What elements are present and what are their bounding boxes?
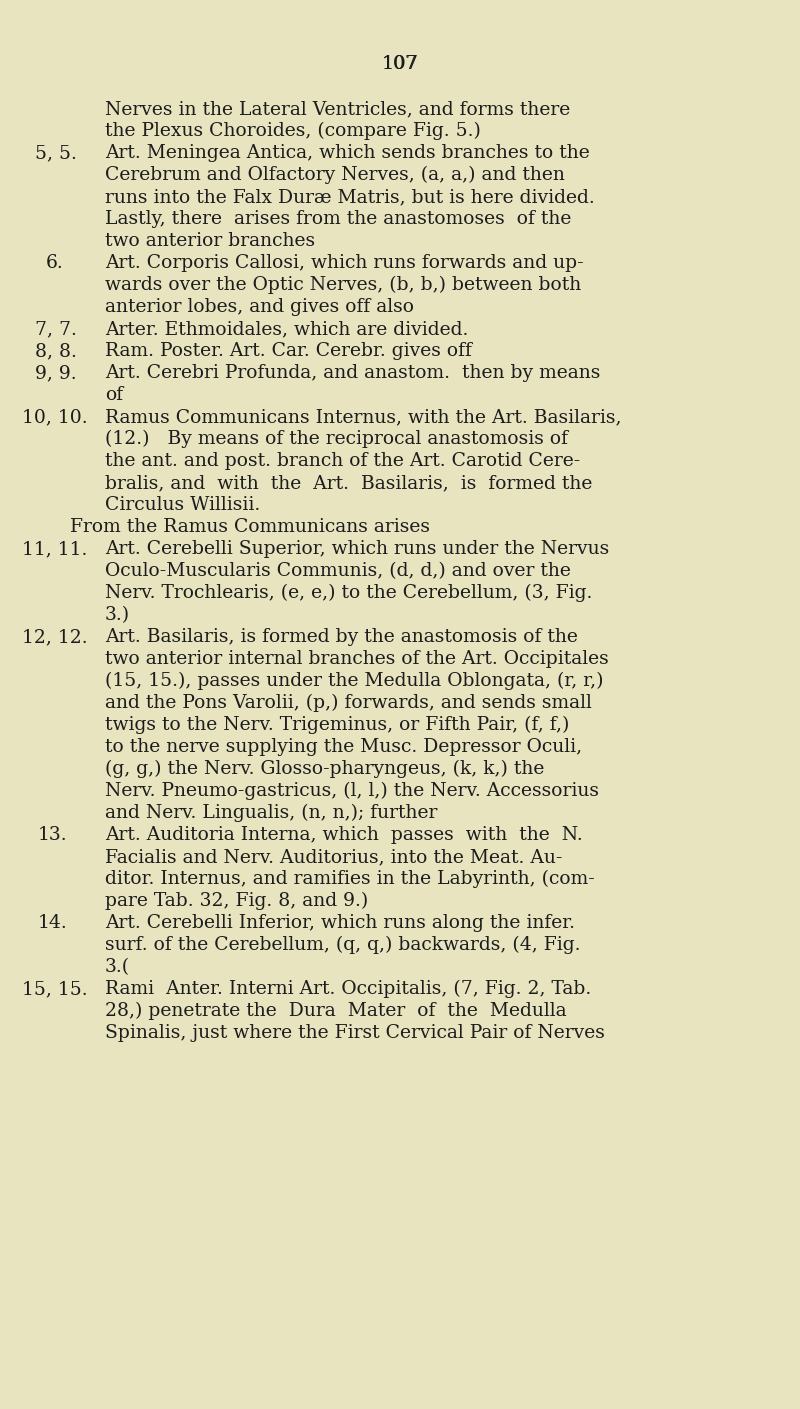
Text: 14.: 14. [38,914,68,931]
Text: 11, 11.: 11, 11. [22,540,87,558]
Text: two anterior branches: two anterior branches [105,232,315,249]
Text: and the Pons Varolii, (p,) forwards, and sends small: and the Pons Varolii, (p,) forwards, and… [105,695,592,713]
Text: Circulus Willisii.: Circulus Willisii. [105,496,260,514]
Text: two anterior internal branches of the Art. Occipitales: two anterior internal branches of the Ar… [105,650,609,668]
Text: Nerves in the Lateral Ventricles, and forms there: Nerves in the Lateral Ventricles, and fo… [105,100,570,118]
Text: 9, 9.: 9, 9. [35,364,77,382]
Text: bralis, and  with  the  Art.  Basilaris,  is  formed the: bralis, and with the Art. Basilaris, is … [105,473,592,492]
Text: surf. of the Cerebellum, (q, q,) backwards, (4, Fig.: surf. of the Cerebellum, (q, q,) backwar… [105,936,581,954]
Text: 15, 15.: 15, 15. [22,981,88,998]
Text: 107: 107 [382,55,418,73]
Text: 107: 107 [382,55,418,73]
Text: the ant. and post. branch of the Art. Carotid Cere-: the ant. and post. branch of the Art. Ca… [105,452,580,471]
Text: 3.(: 3.( [105,958,130,976]
Text: Arter. Ethmoidales, which are divided.: Arter. Ethmoidales, which are divided. [105,320,468,338]
Text: pare Tab. 32, Fig. 8, and 9.): pare Tab. 32, Fig. 8, and 9.) [105,892,368,910]
Text: Cerebrum and Olfactory Nerves, (a, a,) and then: Cerebrum and Olfactory Nerves, (a, a,) a… [105,166,565,185]
Text: Lastly, there  arises from the anastomoses  of the: Lastly, there arises from the anastomose… [105,210,571,228]
Text: 8, 8.: 8, 8. [35,342,77,361]
Text: (g, g,) the Nerv. Glosso-pharyngeus, (k, k,) the: (g, g,) the Nerv. Glosso-pharyngeus, (k,… [105,759,544,778]
Text: anterior lobes, and gives off also: anterior lobes, and gives off also [105,297,414,316]
Text: Oculo-Muscularis Communis, (d, d,) and over the: Oculo-Muscularis Communis, (d, d,) and o… [105,562,571,581]
Text: wards over the Optic Nerves, (b, b,) between both: wards over the Optic Nerves, (b, b,) bet… [105,276,582,294]
Text: Nerv. Pneumo-gastricus, (l, l,) the Nerv. Accessorius: Nerv. Pneumo-gastricus, (l, l,) the Nerv… [105,782,599,800]
Text: Art. Basilaris, is formed by the anastomosis of the: Art. Basilaris, is formed by the anastom… [105,628,578,645]
Text: 5, 5.: 5, 5. [35,144,77,162]
Text: Art. Cerebri Profunda, and anastom.  then by means: Art. Cerebri Profunda, and anastom. then… [105,364,600,382]
Text: the Plexus Choroides, (compare Fig. 5.): the Plexus Choroides, (compare Fig. 5.) [105,123,481,141]
Text: ditor. Internus, and ramifies in the Labyrinth, (com-: ditor. Internus, and ramifies in the Lab… [105,869,594,888]
Text: (12.)   By means of the reciprocal anastomosis of: (12.) By means of the reciprocal anastom… [105,430,568,448]
Text: 7, 7.: 7, 7. [35,320,77,338]
Text: Spinalis, just where the First Cervical Pair of Nerves: Spinalis, just where the First Cervical … [105,1024,605,1043]
Text: 12, 12.: 12, 12. [22,628,88,645]
Text: Ram. Poster. Art. Car. Cerebr. gives off: Ram. Poster. Art. Car. Cerebr. gives off [105,342,472,361]
Text: 10, 10.: 10, 10. [22,409,88,426]
Text: Art. Auditoria Interna, which  passes  with  the  N.: Art. Auditoria Interna, which passes wit… [105,826,582,844]
Text: Rami  Anter. Interni Art. Occipitalis, (7, Fig. 2, Tab.: Rami Anter. Interni Art. Occipitalis, (7… [105,981,591,998]
Text: From the Ramus Communicans arises: From the Ramus Communicans arises [70,519,430,535]
Text: 3.): 3.) [105,606,130,624]
Text: runs into the Falx Duræ Matris, but is here divided.: runs into the Falx Duræ Matris, but is h… [105,187,594,206]
Text: Nerv. Trochlearis, (e, e,) to the Cerebellum, (3, Fig.: Nerv. Trochlearis, (e, e,) to the Cerebe… [105,583,592,602]
Text: of: of [105,386,123,404]
Text: twigs to the Nerv. Trigeminus, or Fifth Pair, (f, f,): twigs to the Nerv. Trigeminus, or Fifth … [105,716,570,734]
Text: (15, 15.), passes under the Medulla Oblongata, (r, r,): (15, 15.), passes under the Medulla Oblo… [105,672,603,690]
Text: to the nerve supplying the Musc. Depressor Oculi,: to the nerve supplying the Musc. Depress… [105,738,582,757]
Text: 13.: 13. [38,826,68,844]
Text: Art. Corporis Callosi, which runs forwards and up-: Art. Corporis Callosi, which runs forwar… [105,254,584,272]
Text: Ramus Communicans Internus, with the Art. Basilaris,: Ramus Communicans Internus, with the Art… [105,409,622,426]
Text: Facialis and Nerv. Auditorius, into the Meat. Au-: Facialis and Nerv. Auditorius, into the … [105,848,562,867]
Text: Art. Meningea Antica, which sends branches to the: Art. Meningea Antica, which sends branch… [105,144,590,162]
Text: and Nerv. Lingualis, (n, n,); further: and Nerv. Lingualis, (n, n,); further [105,805,438,823]
Text: Art. Cerebelli Superior, which runs under the Nervus: Art. Cerebelli Superior, which runs unde… [105,540,610,558]
Text: Art. Cerebelli Inferior, which runs along the infer.: Art. Cerebelli Inferior, which runs alon… [105,914,575,931]
Text: 28,) penetrate the  Dura  Mater  of  the  Medulla: 28,) penetrate the Dura Mater of the Med… [105,1002,566,1020]
Text: 6.: 6. [46,254,64,272]
